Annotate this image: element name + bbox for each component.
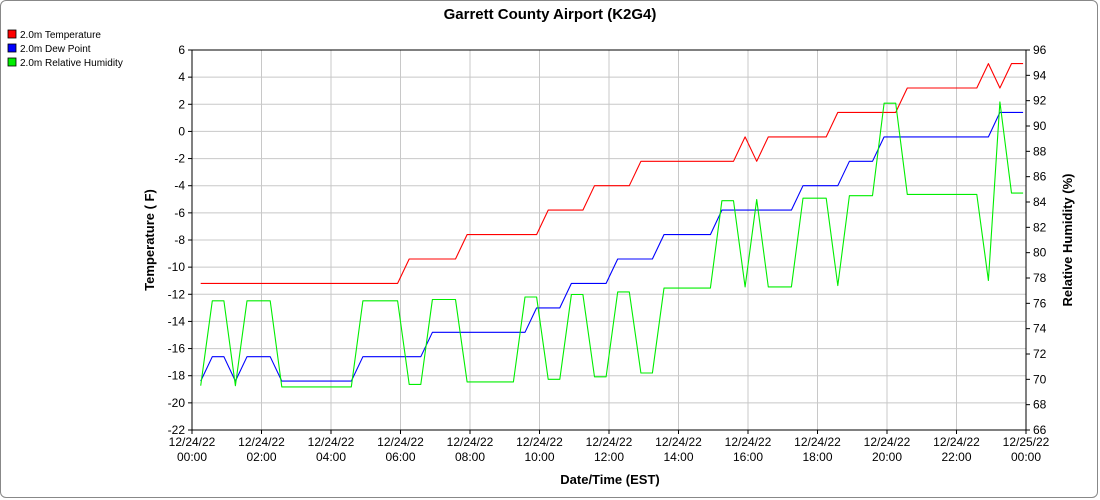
y-tick-label: 6 — [178, 43, 185, 57]
y-tick-label: 2 — [178, 97, 185, 111]
x-tick-time: 10:00 — [524, 450, 554, 464]
y-tick-label: -2 — [174, 152, 185, 166]
x-tick-time: 02:00 — [246, 450, 276, 464]
y2-tick-label: 90 — [1033, 119, 1047, 133]
y2-tick-label: 80 — [1033, 246, 1047, 260]
x-tick-label: 12/24/22 02:00 — [238, 435, 285, 464]
x-tick-date: 12/24/22 — [447, 435, 494, 449]
y-tick-label: -8 — [174, 233, 185, 247]
chart-title: Garrett County Airport (K2G4) — [444, 6, 657, 23]
legend-label: 2.0m Dew Point — [20, 44, 91, 55]
y-axis-right: 96 94 92 90 88 86 84 82 80 78 76 74 72 70 68 66 — [1026, 43, 1047, 437]
y2-tick-label: 68 — [1033, 398, 1047, 412]
y2-tick-label: 76 — [1033, 296, 1047, 310]
x-tick-label: 12/24/22 16:00 — [725, 435, 772, 464]
y2-tick-label: 86 — [1033, 170, 1047, 184]
y2-tick-label: 84 — [1033, 195, 1047, 209]
x-tick-label: 12/24/22 22:00 — [933, 435, 980, 464]
x-axis-title: Date/Time (EST) — [560, 472, 659, 487]
y2-tick-label: 92 — [1033, 94, 1047, 108]
y-tick-label: -14 — [168, 314, 186, 328]
x-tick-label: 12/24/22 20:00 — [864, 435, 911, 464]
x-tick-date: 12/24/22 — [725, 435, 772, 449]
y2-tick-label: 74 — [1033, 322, 1047, 336]
series-line-temperature — [200, 63, 1024, 284]
x-tick-label: 12/24/22 14:00 — [655, 435, 702, 464]
x-tick-time: 16:00 — [733, 450, 763, 464]
y2-tick-label: 72 — [1033, 347, 1047, 361]
y-tick-label: -4 — [174, 179, 185, 193]
y2-tick-label: 66 — [1033, 423, 1047, 437]
x-tick-date: 12/24/22 — [308, 435, 355, 449]
y-tick-label: -16 — [168, 342, 186, 356]
y2-tick-label: 94 — [1033, 68, 1047, 82]
series-line-dew-point — [200, 111, 1024, 382]
x-tick-time: 06:00 — [385, 450, 415, 464]
x-tick-time: 12:00 — [594, 450, 624, 464]
x-tick-label: 12/24/22 12:00 — [586, 435, 633, 464]
y-axis-title: Temperature ( F) — [142, 189, 157, 291]
legend-swatch — [7, 43, 17, 53]
x-tick-date: 12/24/22 — [864, 435, 911, 449]
y2-tick-label: 88 — [1033, 144, 1047, 158]
y2-tick-label: 82 — [1033, 220, 1047, 234]
x-tick-time: 18:00 — [802, 450, 832, 464]
y2-tick-label: 96 — [1033, 43, 1047, 57]
y-tick-label: -6 — [174, 206, 185, 220]
x-tick-date: 12/24/22 — [377, 435, 424, 449]
legend-swatch — [7, 57, 17, 67]
x-tick-date: 12/24/22 — [169, 435, 216, 449]
y-tick-label: -10 — [168, 260, 186, 274]
y-tick-label: -20 — [168, 396, 186, 410]
x-tick-label: 12/24/22 06:00 — [377, 435, 424, 464]
x-tick-label: 12/24/22 08:00 — [447, 435, 494, 464]
legend-label: 2.0m Temperature — [20, 30, 101, 41]
x-tick-time: 22:00 — [941, 450, 971, 464]
series-line-relative-humidity — [200, 101, 1024, 388]
x-tick-date: 12/24/22 — [586, 435, 633, 449]
legend: 2.0m Temperature 2.0m Dew Point 2.0m Relat… — [7, 29, 123, 69]
x-tick-date: 12/24/22 — [794, 435, 841, 449]
x-tick-date: 12/24/22 — [655, 435, 702, 449]
y2-tick-label: 78 — [1033, 271, 1047, 285]
x-tick-date: 12/24/22 — [516, 435, 563, 449]
y-axis-left: 6 4 2 0 -2 -4 -6 -8 -10 -12 -14 -16 -18 -20 -22 — [168, 43, 192, 437]
x-tick-time: 08:00 — [455, 450, 485, 464]
x-tick-time: 00:00 — [177, 450, 207, 464]
grid — [191, 49, 1027, 431]
y-tick-label: -12 — [168, 287, 186, 301]
x-tick-date: 12/25/22 — [1003, 435, 1050, 449]
y-tick-label: -18 — [168, 369, 186, 383]
x-tick-label: 12/24/22 04:00 — [308, 435, 355, 464]
x-tick-label: 12/24/22 10:00 — [516, 435, 563, 464]
x-tick-time: 14:00 — [663, 450, 693, 464]
x-tick-label: 12/24/22 18:00 — [794, 435, 841, 464]
legend-label: 2.0m Relative Humidity — [20, 58, 123, 69]
x-tick-time: 04:00 — [316, 450, 346, 464]
y-tick-label: -22 — [168, 423, 186, 437]
x-tick-label: 12/24/22 00:00 — [169, 435, 216, 464]
x-tick-date: 12/24/22 — [238, 435, 285, 449]
legend-swatch — [7, 29, 17, 39]
x-tick-label: 12/25/22 00:00 — [1003, 435, 1050, 464]
y-tick-label: 4 — [178, 70, 185, 84]
y2-tick-label: 70 — [1033, 372, 1047, 386]
x-tick-time: 00:00 — [1011, 450, 1041, 464]
x-tick-date: 12/24/22 — [933, 435, 980, 449]
y-tick-label: 0 — [178, 124, 185, 138]
series-layer — [200, 63, 1024, 388]
x-tick-time: 20:00 — [872, 450, 902, 464]
y2-axis-title: Relative Humidity (%) — [1060, 174, 1075, 307]
